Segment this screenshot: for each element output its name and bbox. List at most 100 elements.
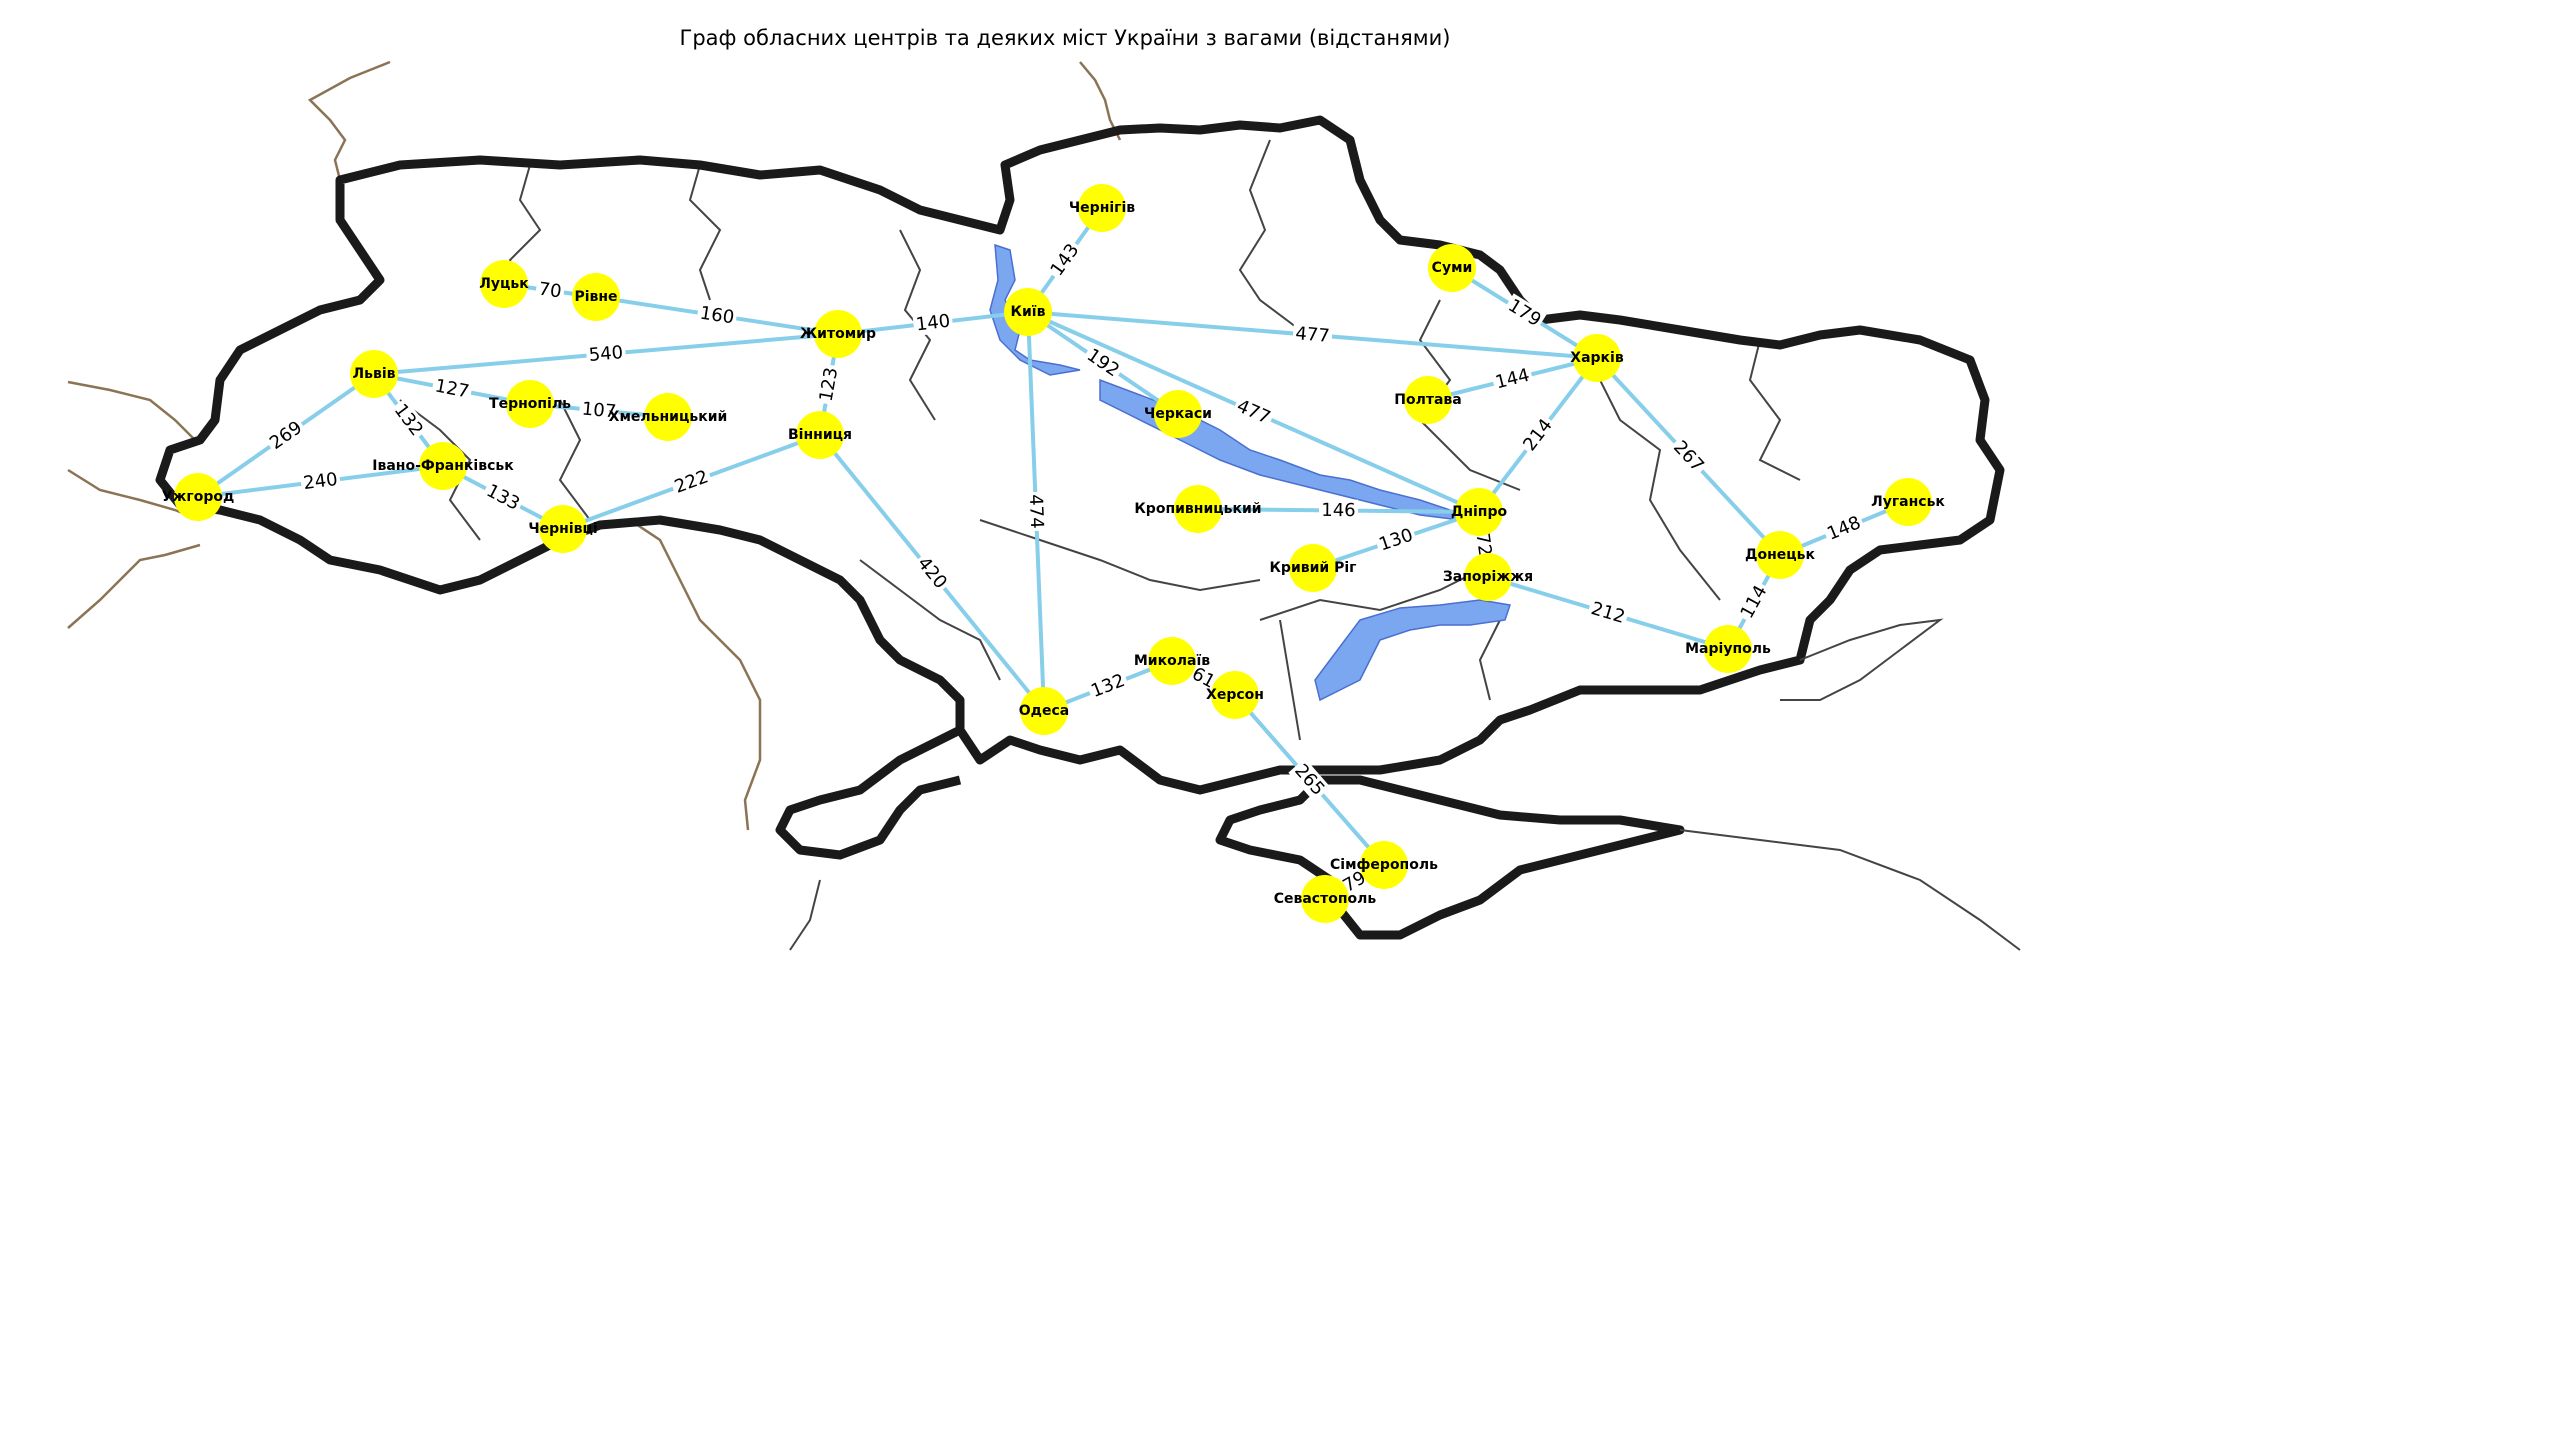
edge-weight: 123 (814, 363, 844, 406)
edge-weight-label: 146 (1321, 500, 1356, 521)
edge-weight-bg (480, 478, 526, 517)
city-node-lviv (350, 350, 398, 398)
edge-weight-bg (1085, 668, 1131, 704)
city-node-sevastopol (1301, 875, 1349, 923)
coastline (789, 618, 2021, 951)
city-label-mariupol: Маріуполь (1685, 641, 1771, 657)
city-node-kyiv (1004, 288, 1052, 336)
city-label-ivano: Івано-Франківськ (372, 458, 514, 474)
city-label-ternopil: Тернопіль (489, 396, 571, 412)
edge-weight-bg (299, 468, 342, 495)
edge-weight-label: 72 (1472, 532, 1496, 558)
edge-weight-label: 240 (302, 469, 339, 494)
edge-weight-bg (1292, 322, 1333, 348)
city-node-kharkiv (1573, 334, 1621, 382)
edge-weight-bg (1502, 293, 1547, 333)
city-label-sevastopol: Севастополь (1274, 891, 1377, 907)
city-label-poltava: Полтава (1394, 392, 1461, 408)
city-label-simferopol: Сімферополь (1330, 857, 1438, 873)
edge-weight-bg (696, 301, 738, 330)
city-node-mykolaiv (1148, 637, 1196, 685)
edge-weight: 146 (1318, 499, 1359, 522)
edge-weight-bg (911, 550, 953, 596)
city-label-kropyvnytskyi: Кропивницький (1134, 501, 1261, 517)
edge-weight-bg (814, 363, 844, 406)
foreign-borders (67, 60, 1122, 831)
edge-weight-bg (1470, 529, 1497, 560)
edge-weight-label: 130 (1376, 525, 1415, 556)
edge-weight-bg (1024, 491, 1048, 532)
edge-weight: 192 (1080, 342, 1126, 384)
city-node-poltava (1404, 376, 1452, 424)
city-label-rivne: Рівне (574, 289, 617, 305)
edge-weight-label: 127 (433, 375, 471, 402)
city-node-lutsk (480, 260, 528, 308)
edges-layer (196, 206, 1909, 901)
edge-weight-label: 107 (581, 398, 617, 422)
city-node-rivne (572, 273, 620, 321)
edge-weight: 143 (1044, 237, 1086, 283)
edge-weight-label: 132 (1088, 670, 1128, 702)
city-node-kryvyi (1289, 544, 1337, 592)
edge-weight-bg (534, 277, 566, 304)
edge-weight: 477 (1292, 322, 1333, 348)
edge-weight: 148 (1821, 510, 1867, 547)
edge-weight-bg (1586, 596, 1630, 630)
city-label-kryvyi: Кривий Ріг (1269, 560, 1356, 576)
edge-weight: 477 (1231, 394, 1276, 430)
edge-weight: 240 (299, 468, 342, 495)
edge-weight: 130 (1374, 523, 1418, 557)
edge-weight-bg (1667, 434, 1710, 479)
city-label-zhytomyr: Житомир (800, 326, 876, 342)
city-label-chernihiv: Чернігів (1069, 200, 1135, 216)
city-node-chernivtsi (539, 505, 587, 553)
edge-weight-bg (578, 397, 620, 424)
city-label-kyiv: Київ (1011, 304, 1046, 320)
city-label-lutsk: Луцьк (479, 276, 529, 292)
city-label-sumy: Суми (1432, 260, 1473, 276)
edge-weight-bg (1517, 412, 1559, 458)
edge-weight: 222 (669, 464, 714, 500)
edge-weight: 214 (1517, 412, 1559, 458)
edge-weight: 160 (696, 301, 738, 330)
edge-weight: 212 (1586, 596, 1630, 630)
city-node-chernihiv (1078, 184, 1126, 232)
edge-weight-bg (430, 374, 474, 404)
edge-weight-bg (912, 309, 954, 337)
edge-weight: 144 (1490, 363, 1535, 395)
edge-weight: 107 (578, 397, 620, 424)
edge-weight-bg (1490, 363, 1535, 395)
city-label-kherson: Херсон (1206, 687, 1264, 703)
edge-weight-bg (585, 341, 627, 367)
edge-weight: 474 (1024, 491, 1048, 532)
city-node-luhansk (1884, 478, 1932, 526)
city-label-luhansk: Луганськ (1871, 494, 1945, 510)
city-label-zaporizhzhia: Запоріжжя (1443, 569, 1533, 585)
city-node-odesa (1020, 687, 1068, 735)
edge-weight: 540 (585, 341, 627, 367)
edge-weight-bg (1374, 523, 1418, 557)
city-label-dnipro: Дніпро (1451, 504, 1508, 520)
country-border (155, 115, 2005, 940)
city-node-kherson (1211, 671, 1259, 719)
edge-weight-label: 474 (1025, 494, 1047, 529)
edge-weight-bg (669, 464, 714, 500)
edge-weight-label: 123 (816, 366, 843, 404)
city-node-sumy (1428, 244, 1476, 292)
edge-weight: 133 (480, 478, 526, 517)
edge-weight-label: 540 (588, 342, 624, 366)
city-node-simferopol (1360, 841, 1408, 889)
edge-weight-bg (1821, 510, 1867, 547)
city-label-vinnytsia: Вінниця (788, 427, 852, 443)
city-label-odesa: Одеса (1019, 703, 1069, 719)
city-node-kropyvnytskyi (1174, 485, 1222, 533)
edge-weight-bg (1318, 499, 1359, 522)
city-label-chernivtsi: Чернівці (528, 521, 597, 537)
edge-weight: 269 (263, 415, 309, 456)
edge-weight: 114 (1734, 579, 1774, 625)
edge-weight-bg (388, 397, 429, 443)
city-node-mariupol (1704, 625, 1752, 673)
city-label-mykolaiv: Миколаїв (1134, 653, 1210, 669)
city-label-donetsk: Донецьк (1745, 547, 1815, 563)
edge-weight-bg (1231, 394, 1276, 430)
